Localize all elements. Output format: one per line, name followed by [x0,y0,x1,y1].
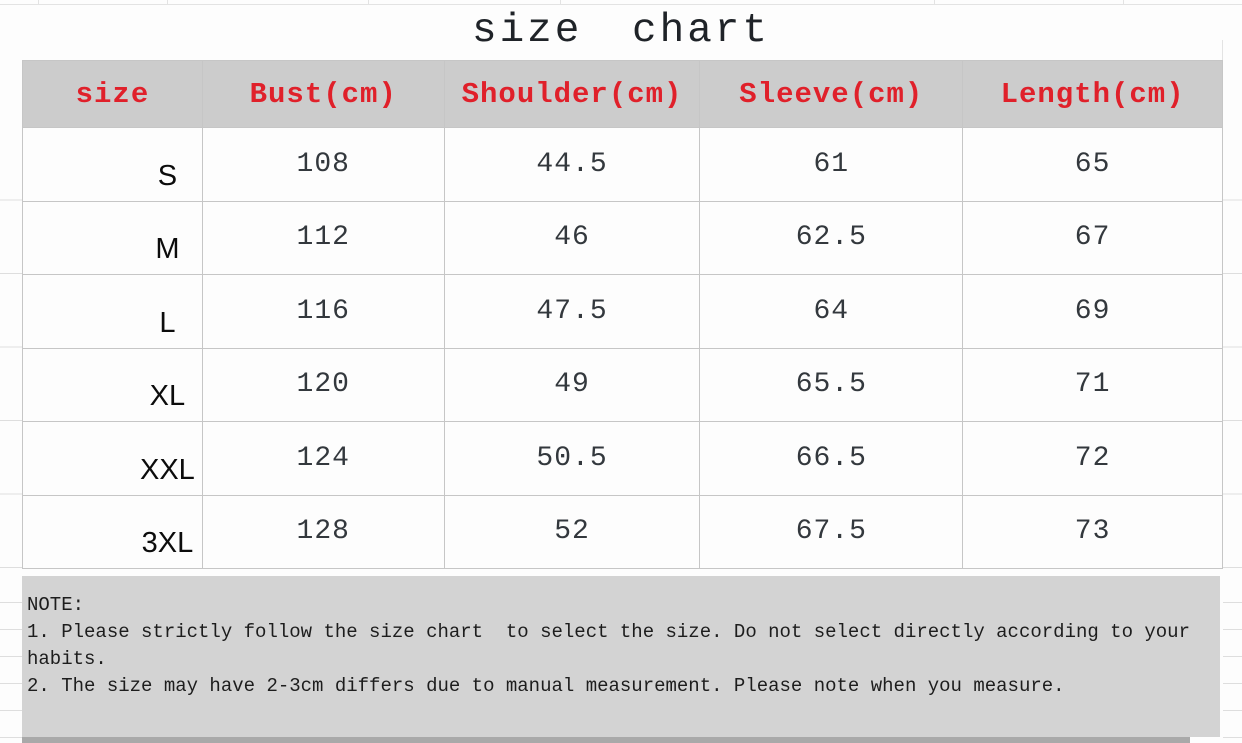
grid-line [934,0,935,4]
page-title: size chart [471,8,771,54]
length-value: 65 [963,128,1223,202]
bust-value: 108 [202,128,445,202]
length-value: 67 [963,201,1223,275]
table-header-row: size Bust(cm) Shoulder(cm) Sleeve(cm) Le… [23,61,1223,128]
length-value: 69 [963,275,1223,349]
sleeve-value: 66.5 [700,422,964,496]
sleeve-value: 64 [700,275,964,349]
column-header-size: size [23,61,203,128]
length-value: 72 [963,422,1223,496]
size-label: XL [149,380,186,413]
length-value: 73 [963,495,1223,569]
column-header-length: Length(cm) [963,61,1223,128]
table-row-3xl: 3XL 128 52 67.5 73 [23,495,1223,569]
table-row-xl: XL 120 49 65.5 71 [23,348,1223,422]
shoulder-value: 52 [444,495,701,569]
bust-value: 116 [202,275,445,349]
margin-grid-left-lower [0,576,22,743]
size-cell: XL [23,348,203,422]
margin-grid-right [1223,127,1242,568]
shoulder-value: 50.5 [444,422,701,496]
note-line-2: 2. The size may have 2-3cm differs due t… [27,675,1065,697]
length-value: 71 [963,348,1223,422]
grid-line [38,0,39,4]
column-header-bust: Bust(cm) [202,61,445,128]
margin-grid-left [0,127,22,568]
grid-line [1123,0,1124,4]
size-label: L [159,306,176,339]
shoulder-value: 49 [444,348,701,422]
size-cell: 3XL [23,495,203,569]
bottom-strip [22,737,1190,743]
note-area: NOTE: 1. Please strictly follow the size… [22,576,1220,737]
grid-line [560,0,561,4]
table-row-xxl: XXL 124 50.5 66.5 72 [23,422,1223,496]
size-label: M [155,233,180,266]
margin-grid-right-lower [1223,576,1242,743]
shoulder-value: 47.5 [444,275,701,349]
column-header-sleeve: Sleeve(cm) [700,61,964,128]
shoulder-value: 44.5 [444,128,701,202]
size-table: size Bust(cm) Shoulder(cm) Sleeve(cm) Le… [22,60,1223,569]
bust-value: 128 [202,495,445,569]
sleeve-value: 62.5 [700,201,964,275]
bust-value: 120 [202,348,445,422]
table-row-s: S 108 44.5 61 65 [23,128,1223,202]
table-row-l: L 116 47.5 64 69 [23,275,1223,349]
bust-value: 112 [202,201,445,275]
sleeve-value: 67.5 [700,495,964,569]
table-row-m: M 112 46 62.5 67 [23,201,1223,275]
size-cell: M [23,201,203,275]
grid-line [0,4,1242,5]
size-cell: L [23,275,203,349]
size-cell: XXL [23,422,203,496]
sleeve-value: 65.5 [700,348,964,422]
size-label: XXL [140,453,195,486]
grid-line [1222,40,1223,60]
size-cell: S [23,128,203,202]
note-line-1: 1. Please strictly follow the size chart… [27,621,1190,643]
column-header-shoulder: Shoulder(cm) [444,61,701,128]
grid-line [167,0,168,4]
grid-line [368,0,369,4]
note-line-1-wrap: habits. [27,648,107,670]
shoulder-value: 46 [444,201,701,275]
size-label: 3XL [141,527,194,560]
sleeve-value: 61 [700,128,964,202]
note-heading: NOTE: [27,594,85,616]
bust-value: 124 [202,422,445,496]
size-label: S [157,159,178,192]
